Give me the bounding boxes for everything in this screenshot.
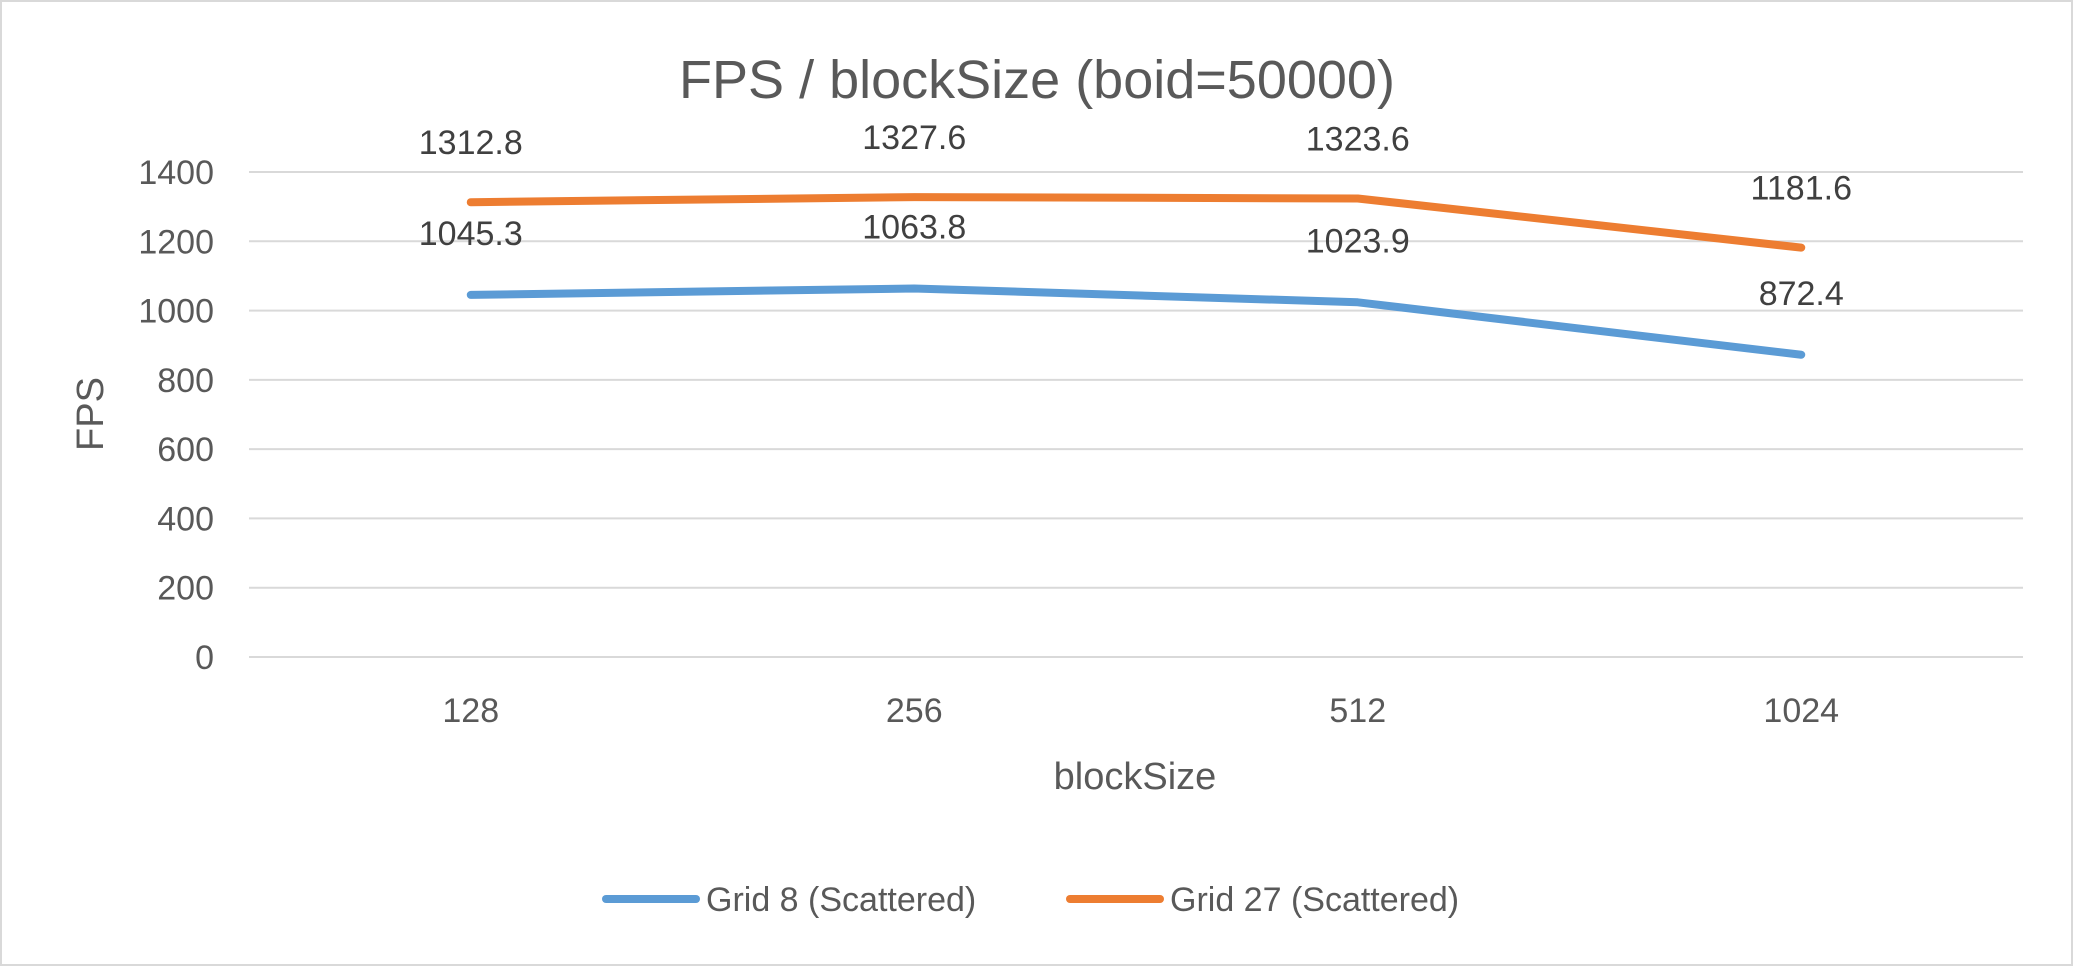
series-lines (466, 193, 1806, 359)
x-axis-label: blockSize (1054, 756, 1217, 798)
y-tick-label: 1200 (138, 223, 214, 261)
data-label: 1323.6 (1306, 120, 1410, 158)
data-labels: 1045.3 1063.8 1023.9 872.4 1312.8 1327.6 1323.… (419, 119, 1852, 313)
y-tick-label: 200 (157, 570, 214, 608)
y-tick-label: 0 (195, 639, 214, 677)
x-tick-label: 1024 (1763, 692, 1839, 730)
x-tick-label: 256 (886, 692, 943, 730)
y-tick-label: 400 (157, 500, 214, 538)
y-tick-label: 1400 (138, 154, 214, 192)
y-axis-ticks: 0 200 400 600 800 1000 1200 1400 (138, 154, 214, 677)
legend-label: Grid 8 (Scattered) (706, 881, 976, 919)
legend-label: Grid 27 (Scattered) (1170, 881, 1459, 919)
data-label: 1327.6 (862, 119, 966, 157)
x-tick-label: 128 (442, 692, 499, 730)
legend: Grid 8 (Scattered) Grid 27 (Scattered) (602, 881, 1459, 919)
x-tick-label: 512 (1329, 692, 1386, 730)
data-label: 1063.8 (862, 208, 966, 246)
chart-title: FPS / blockSize (boid=50000) (679, 50, 1395, 110)
y-tick-label: 1000 (138, 293, 214, 331)
data-label: 1181.6 (1751, 170, 1852, 208)
series-line-1 (466, 284, 1806, 359)
series-line-2 (466, 193, 1806, 252)
data-label: 1023.9 (1306, 222, 1410, 260)
y-axis-label: FPS (70, 377, 112, 451)
y-tick-label: 600 (157, 431, 214, 469)
data-label: 1045.3 (419, 215, 523, 253)
gridlines (249, 171, 2023, 658)
data-label: 1312.8 (419, 124, 523, 162)
y-tick-label: 800 (157, 362, 214, 400)
x-axis-ticks: 128 256 512 1024 (442, 692, 1839, 730)
data-label: 872.4 (1759, 275, 1844, 313)
